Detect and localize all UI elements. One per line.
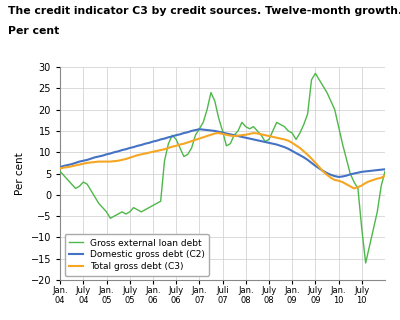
Domestic gross debt (C2): [170, 134, 175, 138]
Domestic gross debt (C2): [371, 169, 376, 172]
Gross external loan debt: [371, 227, 376, 231]
Total gross debt (C3): [216, 131, 221, 135]
Line: Domestic gross debt (C2): Domestic gross debt (C2): [60, 129, 385, 177]
Total gross debt (C3): [224, 133, 229, 137]
Total gross debt (C3): [371, 178, 376, 182]
Y-axis label: Per cent: Per cent: [15, 152, 25, 195]
Total gross debt (C3): [112, 159, 117, 163]
Domestic gross debt (C2): [58, 165, 62, 169]
Total gross debt (C3): [158, 148, 163, 152]
Gross external loan debt: [382, 170, 387, 173]
Domestic gross debt (C2): [158, 138, 163, 141]
Line: Gross external loan debt: Gross external loan debt: [60, 73, 385, 263]
Domestic gross debt (C2): [112, 150, 117, 154]
Total gross debt (C3): [170, 145, 175, 148]
Gross external loan debt: [313, 71, 318, 75]
Domestic gross debt (C2): [197, 127, 202, 131]
Gross external loan debt: [112, 214, 117, 218]
Legend: Gross external loan debt, Domestic gross debt (C2), Total gross debt (C3): Gross external loan debt, Domestic gross…: [64, 234, 209, 276]
Line: Total gross debt (C3): Total gross debt (C3): [60, 133, 385, 188]
Total gross debt (C3): [154, 149, 159, 153]
Domestic gross debt (C2): [336, 175, 341, 179]
Domestic gross debt (C2): [154, 139, 159, 143]
Total gross debt (C3): [352, 187, 356, 190]
Total gross debt (C3): [58, 166, 62, 170]
Gross external loan debt: [158, 199, 163, 203]
Domestic gross debt (C2): [224, 132, 229, 135]
Gross external loan debt: [363, 261, 368, 265]
Text: Per cent: Per cent: [8, 26, 59, 36]
Gross external loan debt: [154, 201, 159, 205]
Text: The credit indicator C3 by credit sources. Twelve-month growth.: The credit indicator C3 by credit source…: [8, 6, 400, 16]
Total gross debt (C3): [382, 174, 387, 178]
Domestic gross debt (C2): [382, 167, 387, 171]
Gross external loan debt: [58, 170, 62, 173]
Gross external loan debt: [170, 133, 175, 137]
Gross external loan debt: [220, 129, 225, 133]
